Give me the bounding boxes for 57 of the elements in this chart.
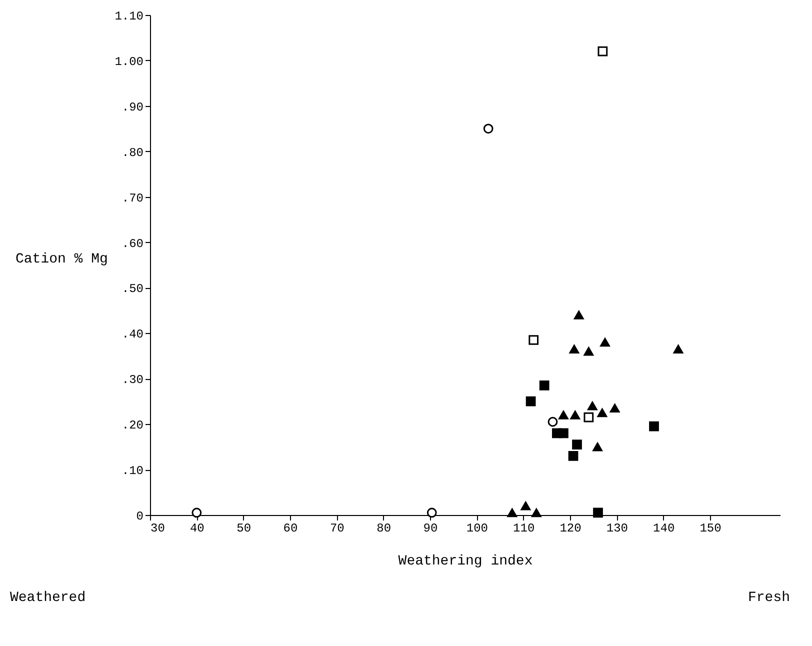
y-tick-label: .30: [122, 373, 144, 388]
point: [649, 421, 659, 432]
point: [531, 508, 542, 518]
point: [528, 335, 539, 345]
x-axis-title: Weathering index: [398, 554, 533, 570]
point: [572, 440, 582, 450]
point: [539, 380, 550, 390]
x-tick-label: 50: [236, 522, 252, 536]
x-tick-label: 140: [653, 522, 675, 536]
text: Fresh: [748, 590, 790, 606]
point: [548, 416, 558, 427]
point: [569, 344, 580, 354]
point: [600, 338, 610, 347]
point: [192, 508, 202, 518]
point: [526, 396, 536, 406]
y-tick-label: .90: [122, 100, 144, 114]
x-tick-label: 80: [376, 522, 392, 536]
x-tick-label: 150: [700, 522, 722, 536]
text: Weathered: [10, 590, 86, 606]
point: [483, 124, 494, 134]
x-tick-label: 110: [513, 522, 535, 536]
y-tick-label: .50: [122, 282, 144, 296]
point: [574, 310, 584, 320]
x-tick-label: 40: [190, 522, 204, 536]
point: [558, 410, 568, 420]
point: [597, 408, 608, 418]
y-tick-label: 1.10: [114, 10, 144, 24]
y-tick-label: 0: [136, 510, 144, 524]
x-tick-label: 120: [560, 522, 582, 536]
x-tick-label: 90: [423, 522, 438, 536]
point: [610, 404, 620, 413]
x-tick-label: 30: [150, 522, 165, 536]
point: [673, 344, 684, 354]
point: [568, 450, 578, 461]
point: [584, 412, 594, 422]
y-axis-title: Cation % Mg: [16, 252, 108, 268]
point: [587, 402, 598, 410]
point: [520, 502, 531, 510]
point: [507, 508, 518, 518]
point: [593, 508, 603, 518]
x-tick-label: 60: [283, 522, 298, 536]
y-tick-label: .80: [122, 146, 144, 160]
point: [598, 46, 608, 56]
x-tick-label: 130: [606, 522, 628, 536]
y-tick-label: .60: [122, 236, 144, 251]
y-tick-label: .40: [122, 328, 144, 342]
y-tick-label: 1.00: [114, 54, 144, 69]
point: [584, 346, 594, 356]
x-tick-label: 100: [466, 522, 488, 536]
y-tick-label: .70: [122, 191, 144, 206]
point: [570, 410, 580, 420]
y-tick-label: .10: [122, 464, 144, 478]
point: [558, 428, 568, 438]
point: [592, 442, 602, 452]
y-tick-label: .20: [122, 418, 144, 433]
x-tick-label: 70: [330, 522, 344, 536]
point: [426, 508, 437, 518]
